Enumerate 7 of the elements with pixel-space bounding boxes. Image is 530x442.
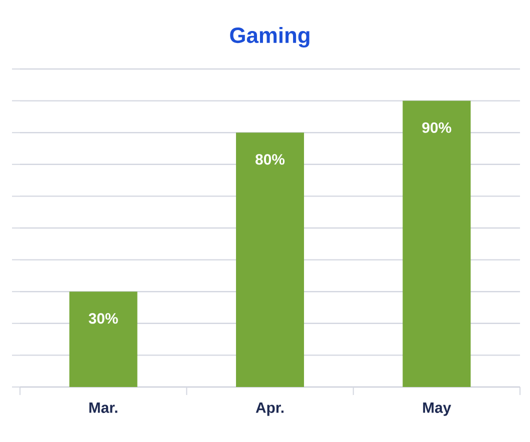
x-tick-label: Mar. — [89, 402, 118, 413]
x-tick-label: Apr. — [256, 402, 284, 416]
chart-title: Gaming — [230, 26, 310, 48]
data-label: 90% — [422, 122, 452, 133]
x-tick-label: May — [423, 402, 452, 416]
data-label: 80% — [256, 154, 285, 165]
data-label: 30% — [88, 313, 118, 324]
